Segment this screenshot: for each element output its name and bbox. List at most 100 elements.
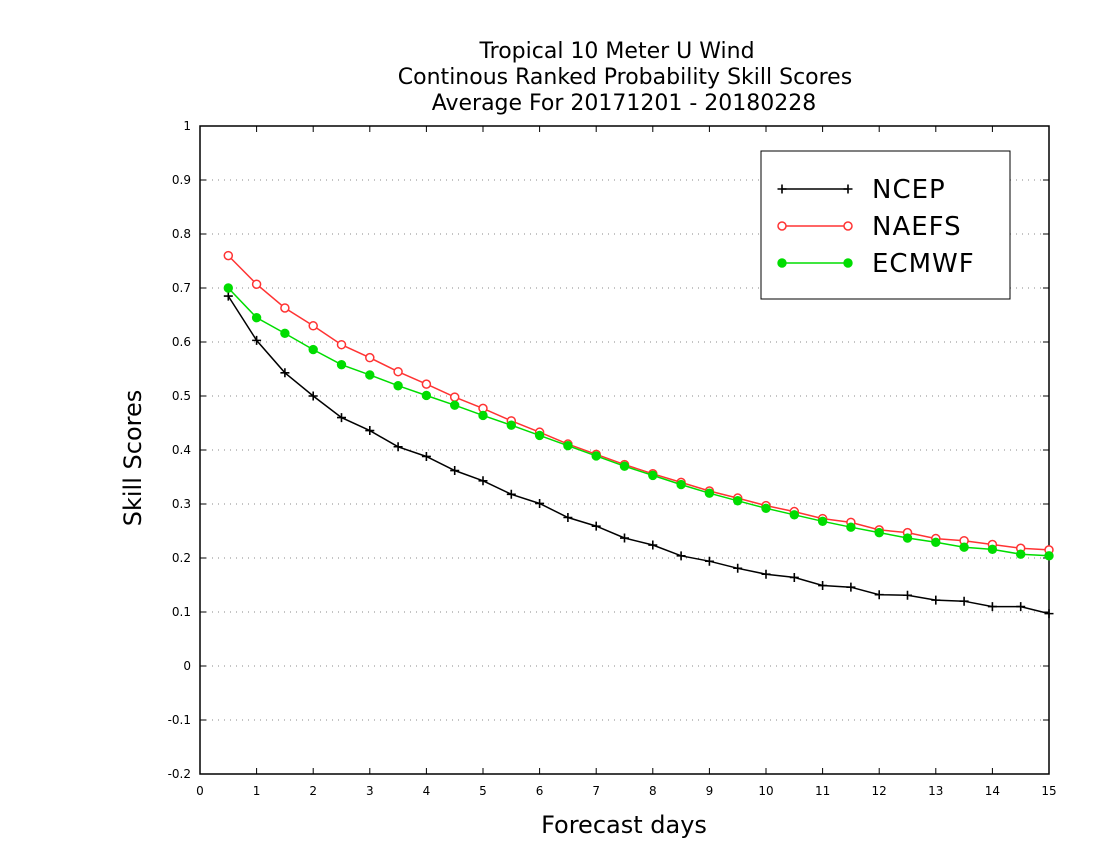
- ncep-point: [223, 291, 233, 301]
- ncep-point: [337, 413, 346, 423]
- naefs-point: [251, 279, 262, 289]
- ncep-point: [535, 498, 545, 508]
- legend-label-naefs: NAEFS: [872, 212, 962, 242]
- ncep-point: [563, 513, 573, 522]
- legend-ecmwf-point: [777, 258, 787, 268]
- legend-label-ncep: NCEP: [872, 175, 946, 205]
- x-tick-label: 1: [253, 784, 261, 798]
- ecmwf-point: [223, 283, 234, 293]
- x-tick-label: 13: [928, 784, 943, 798]
- y-axis-title: Skill Scores: [119, 390, 147, 527]
- ecmwf-point: [733, 496, 743, 506]
- ecmwf-point: [591, 451, 601, 461]
- ncep-point: [620, 533, 629, 543]
- ecmwf-point: [336, 359, 347, 370]
- x-tick-label: 7: [592, 784, 600, 798]
- ncep-point: [252, 335, 262, 345]
- ecmwf-point: [959, 542, 969, 552]
- y-tick-label: 0.2: [172, 551, 191, 565]
- x-tick-label: 3: [366, 784, 374, 798]
- naefs-point: [223, 250, 234, 261]
- naefs-point: [393, 366, 403, 377]
- legend-ecmwf-point: [843, 258, 853, 268]
- legend-items: NCEP NAEFS ECMWF: [777, 175, 974, 279]
- legend-item-naefs: NAEFS: [777, 212, 962, 242]
- y-tick-label: 0.4: [172, 443, 191, 457]
- x-tick-label: 12: [872, 784, 887, 798]
- ncep-point: [506, 489, 516, 499]
- legend-naefs-point: [843, 221, 853, 231]
- y-tick-label: 0.9: [172, 173, 191, 187]
- ecmwf-point: [902, 533, 913, 543]
- ncep-point: [903, 590, 912, 600]
- ncep-point: [987, 602, 997, 612]
- ecmwf-point: [365, 370, 375, 380]
- y-tick-label: 0: [183, 659, 191, 673]
- ecmwf-point: [534, 430, 545, 441]
- naefs-point: [449, 392, 460, 402]
- y-tick-label: 0.5: [172, 389, 191, 403]
- naefs-point: [308, 321, 318, 331]
- chart-title: Tropical 10 Meter U Wind Continous Ranke…: [398, 39, 852, 116]
- legend-item-ecmwf: ECMWF: [777, 249, 974, 279]
- ecmwf-point: [421, 390, 432, 401]
- ecmwf-point: [1044, 551, 1054, 561]
- ecmwf-point: [676, 479, 686, 490]
- ecmwf-point: [846, 522, 856, 532]
- legend-ncep-point: [777, 184, 787, 194]
- ecmwf-point: [987, 544, 998, 555]
- ncep-line: [227, 295, 1050, 615]
- ecmwf-point: [393, 381, 403, 391]
- ncep-point: [704, 556, 714, 566]
- ncep-point: [365, 426, 375, 436]
- ncep-point: [1016, 602, 1026, 612]
- ncep-point: [789, 572, 799, 582]
- ncep-point: [591, 521, 601, 531]
- ecmwf-point: [450, 400, 460, 410]
- ecmwf-point: [1016, 549, 1026, 559]
- x-axis-title: Forecast days: [541, 811, 707, 839]
- ncep-point: [931, 595, 941, 605]
- naefs-line: [227, 255, 1050, 551]
- naefs-point: [336, 339, 347, 350]
- ecmwf-point: [619, 461, 630, 471]
- x-tick-label: 9: [706, 784, 714, 798]
- ncep-point: [761, 569, 771, 579]
- x-tick-label: 0: [196, 784, 204, 798]
- x-tick-label: 10: [758, 784, 773, 798]
- naefs-point: [280, 303, 290, 313]
- ncep-point: [280, 368, 290, 378]
- ncep-point: [450, 466, 460, 476]
- series-ecmwf: [223, 283, 1054, 561]
- ncep-point: [818, 581, 828, 591]
- y-tick-label: 0.8: [172, 227, 191, 241]
- x-tick-label: 8: [649, 784, 657, 798]
- title-line-2: Continous Ranked Probability Skill Score…: [398, 65, 852, 90]
- x-tick-label: 4: [423, 784, 431, 798]
- legend-naefs-point: [777, 221, 787, 231]
- x-tick-label: 6: [536, 784, 544, 798]
- legend-item-ncep: NCEP: [777, 175, 946, 205]
- ncep-point: [421, 451, 431, 461]
- x-tick-label: 15: [1041, 784, 1056, 798]
- ecmwf-point: [874, 527, 884, 538]
- y-tick-label: 0.1: [172, 605, 191, 619]
- ecmwf-point: [789, 510, 799, 520]
- legend: NCEP NAEFS ECMWF: [760, 150, 1011, 300]
- ncep-point: [874, 590, 884, 600]
- title-line-1: Tropical 10 Meter U Wind: [478, 39, 754, 64]
- ncep-point: [478, 476, 488, 486]
- y-tick-label: 0.7: [172, 281, 191, 295]
- ncep-point: [733, 563, 743, 573]
- x-tick-label: 2: [309, 784, 317, 798]
- naefs-point: [365, 352, 375, 363]
- naefs-point: [421, 379, 432, 389]
- ecmwf-point: [704, 488, 715, 498]
- title-line-3: Average For 20171201 - 20180228: [432, 91, 817, 116]
- ecmwf-point: [648, 470, 658, 481]
- ncep-point: [308, 391, 318, 401]
- ncep-point: [1044, 609, 1054, 619]
- legend-ncep-point: [843, 184, 853, 194]
- x-tick-label: 5: [479, 784, 487, 798]
